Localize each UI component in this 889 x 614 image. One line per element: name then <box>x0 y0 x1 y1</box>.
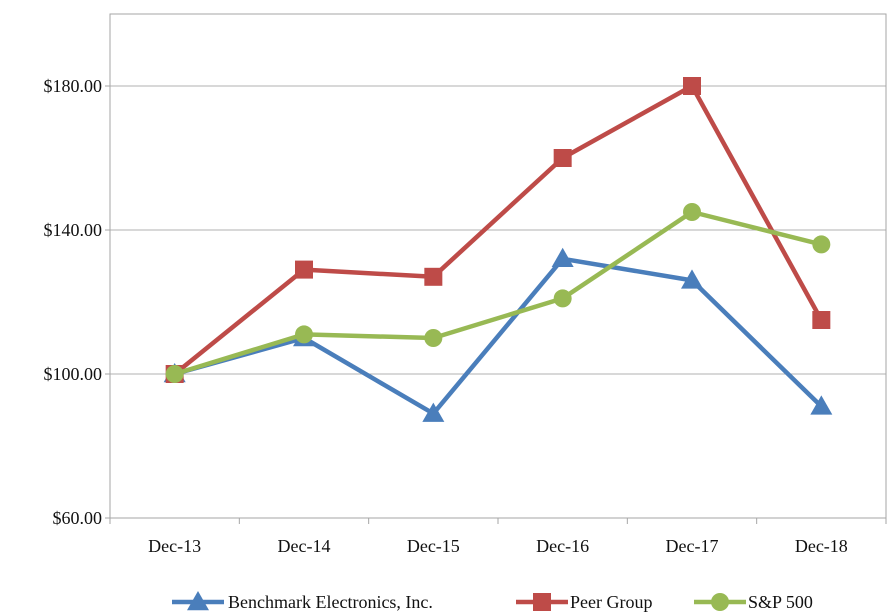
y-tick-label: $180.00 <box>44 76 103 96</box>
legend-label: Benchmark Electronics, Inc. <box>228 592 433 612</box>
legend-item: Peer Group <box>516 592 652 612</box>
data-point <box>551 247 574 268</box>
data-point <box>295 260 313 279</box>
legend-marker <box>187 591 209 611</box>
legend-marker <box>533 593 551 611</box>
data-point <box>553 289 572 308</box>
data-point <box>683 203 701 221</box>
data-point <box>424 329 443 347</box>
legend-label: Peer Group <box>570 592 652 612</box>
x-tick-label: Dec-14 <box>278 536 331 556</box>
legend: Benchmark Electronics, Inc. Peer Group S&P… <box>172 591 813 612</box>
data-point <box>422 402 445 422</box>
data-point <box>424 267 443 286</box>
legend-item: Benchmark Electronics, Inc. <box>172 591 433 612</box>
x-tick-label: Dec-18 <box>795 536 848 556</box>
series-line <box>173 83 824 376</box>
data-point <box>812 311 831 329</box>
data-point <box>681 269 703 289</box>
axes: $60.00 $100.00 $140.00 $180.00 Dec-13 Dec-14 D… <box>44 13 887 556</box>
legend-label: S&P 500 <box>748 592 813 612</box>
y-tick-label: $100.00 <box>44 364 103 384</box>
series-line <box>174 256 823 416</box>
legend-marker <box>711 593 729 611</box>
x-tick-label: Dec-16 <box>536 536 589 556</box>
data-point <box>553 149 572 167</box>
data-point <box>683 77 701 95</box>
series-line <box>174 209 822 377</box>
y-tick-label: $60.00 <box>53 508 103 528</box>
plot-frame <box>109 13 887 519</box>
data-point <box>810 395 833 415</box>
x-tick-label: Dec-13 <box>148 536 201 556</box>
x-tick-label: Dec-15 <box>407 536 460 556</box>
legend-item: S&P 500 <box>694 592 813 612</box>
series-layer <box>163 77 833 422</box>
data-point <box>295 325 313 344</box>
series-triangle <box>163 247 833 422</box>
series-circle <box>165 203 831 383</box>
data-point <box>812 235 831 254</box>
x-tick-label: Dec-17 <box>666 536 719 556</box>
data-point <box>165 365 184 383</box>
y-tick-label: $140.00 <box>44 220 103 240</box>
